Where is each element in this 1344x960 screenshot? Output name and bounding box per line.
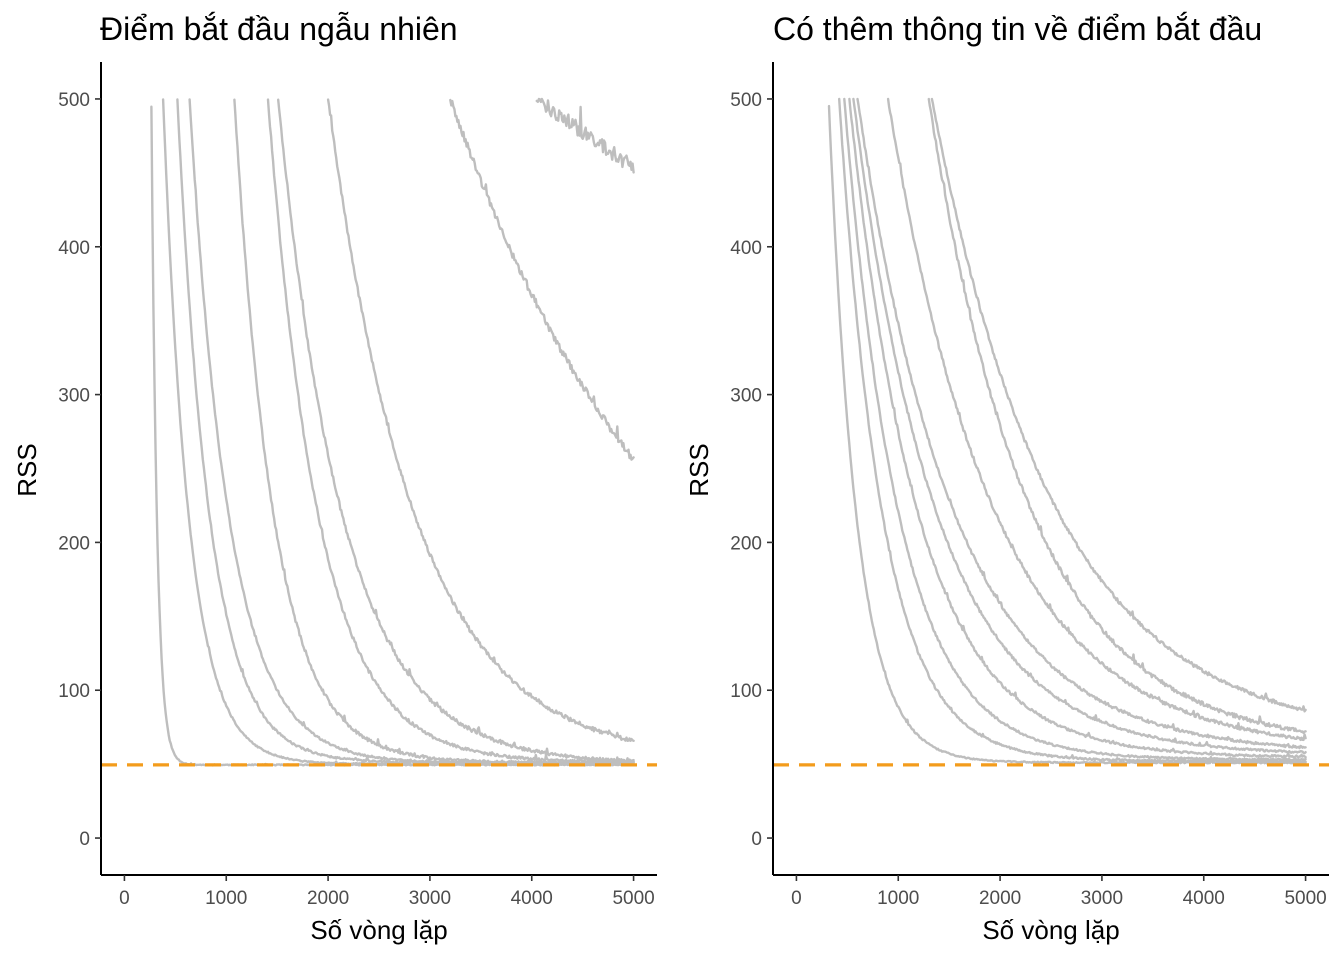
x-tick-label: 1000 bbox=[877, 888, 919, 909]
series-line-1 bbox=[827, 104, 1307, 765]
series-line-2 bbox=[161, 98, 635, 766]
panel-random-start: Điểm bắt đầu ngẫu nhiên 0 1000 2000 3000 400… bbox=[12, 11, 657, 945]
series-line-5 bbox=[852, 97, 1307, 755]
y-tick-label: 400 bbox=[58, 238, 90, 259]
y-tick-label: 0 bbox=[751, 829, 762, 850]
y-tick-label: 200 bbox=[730, 533, 762, 554]
series-line-4 bbox=[188, 98, 635, 766]
y-tick-label: 0 bbox=[79, 829, 90, 850]
x-tick-label: 3000 bbox=[409, 888, 451, 909]
x-tick-label: 3000 bbox=[1081, 888, 1123, 909]
x-tick-label: 5000 bbox=[612, 888, 654, 909]
y-axis-label: RSS bbox=[12, 443, 42, 496]
series-line-3 bbox=[843, 97, 1307, 762]
series-line-10 bbox=[535, 97, 635, 174]
y-tick-label: 100 bbox=[730, 681, 762, 702]
y-tick-label: 200 bbox=[58, 533, 90, 554]
y-tick-label: 500 bbox=[730, 90, 762, 111]
x-tick-label: 0 bbox=[119, 888, 130, 909]
ticks: 0 1000 2000 3000 4000 5000 0 100 200 300 400 500 bbox=[58, 90, 654, 909]
x-tick-label: 0 bbox=[791, 888, 802, 909]
x-tick-label: 2000 bbox=[979, 888, 1021, 909]
x-tick-label: 2000 bbox=[307, 888, 349, 909]
x-axis-label: Số vòng lặp bbox=[982, 915, 1119, 945]
series-line-9 bbox=[930, 97, 1307, 713]
y-tick-label: 500 bbox=[58, 90, 90, 111]
series-line-4 bbox=[848, 97, 1307, 759]
x-tick-label: 4000 bbox=[511, 888, 553, 909]
series-line-2 bbox=[838, 97, 1307, 764]
series-line-5 bbox=[233, 98, 635, 766]
x-tick-label: 1000 bbox=[205, 888, 247, 909]
series-line-6 bbox=[266, 98, 635, 765]
series-line-1 bbox=[150, 105, 635, 767]
series-line-9 bbox=[449, 98, 635, 461]
series-line-8 bbox=[326, 98, 635, 742]
panel-title: Có thêm thông tin về điểm bắt đầu bbox=[773, 11, 1262, 47]
y-tick-label: 300 bbox=[730, 386, 762, 407]
series-line-3 bbox=[176, 98, 635, 765]
ticks: 0 1000 2000 3000 4000 5000 0 100 200 300 400 500 bbox=[730, 90, 1326, 909]
x-axis-label: Số vòng lặp bbox=[310, 915, 447, 945]
y-tick-label: 400 bbox=[730, 238, 762, 259]
panel-title: Điểm bắt đầu ngẫu nhiên bbox=[100, 11, 458, 47]
traces bbox=[827, 97, 1307, 765]
series-line-7 bbox=[277, 98, 635, 764]
series-line-6 bbox=[856, 97, 1307, 750]
panel-informed-start: Có thêm thông tin về điểm bắt đầu 0 1000 2… bbox=[684, 11, 1329, 945]
series-line-7 bbox=[886, 97, 1307, 742]
series-line-8 bbox=[927, 97, 1307, 735]
traces bbox=[150, 97, 635, 767]
y-axis-label: RSS bbox=[684, 443, 714, 496]
y-tick-label: 100 bbox=[58, 681, 90, 702]
x-tick-label: 5000 bbox=[1284, 888, 1326, 909]
y-tick-label: 300 bbox=[58, 386, 90, 407]
x-tick-label: 4000 bbox=[1183, 888, 1225, 909]
